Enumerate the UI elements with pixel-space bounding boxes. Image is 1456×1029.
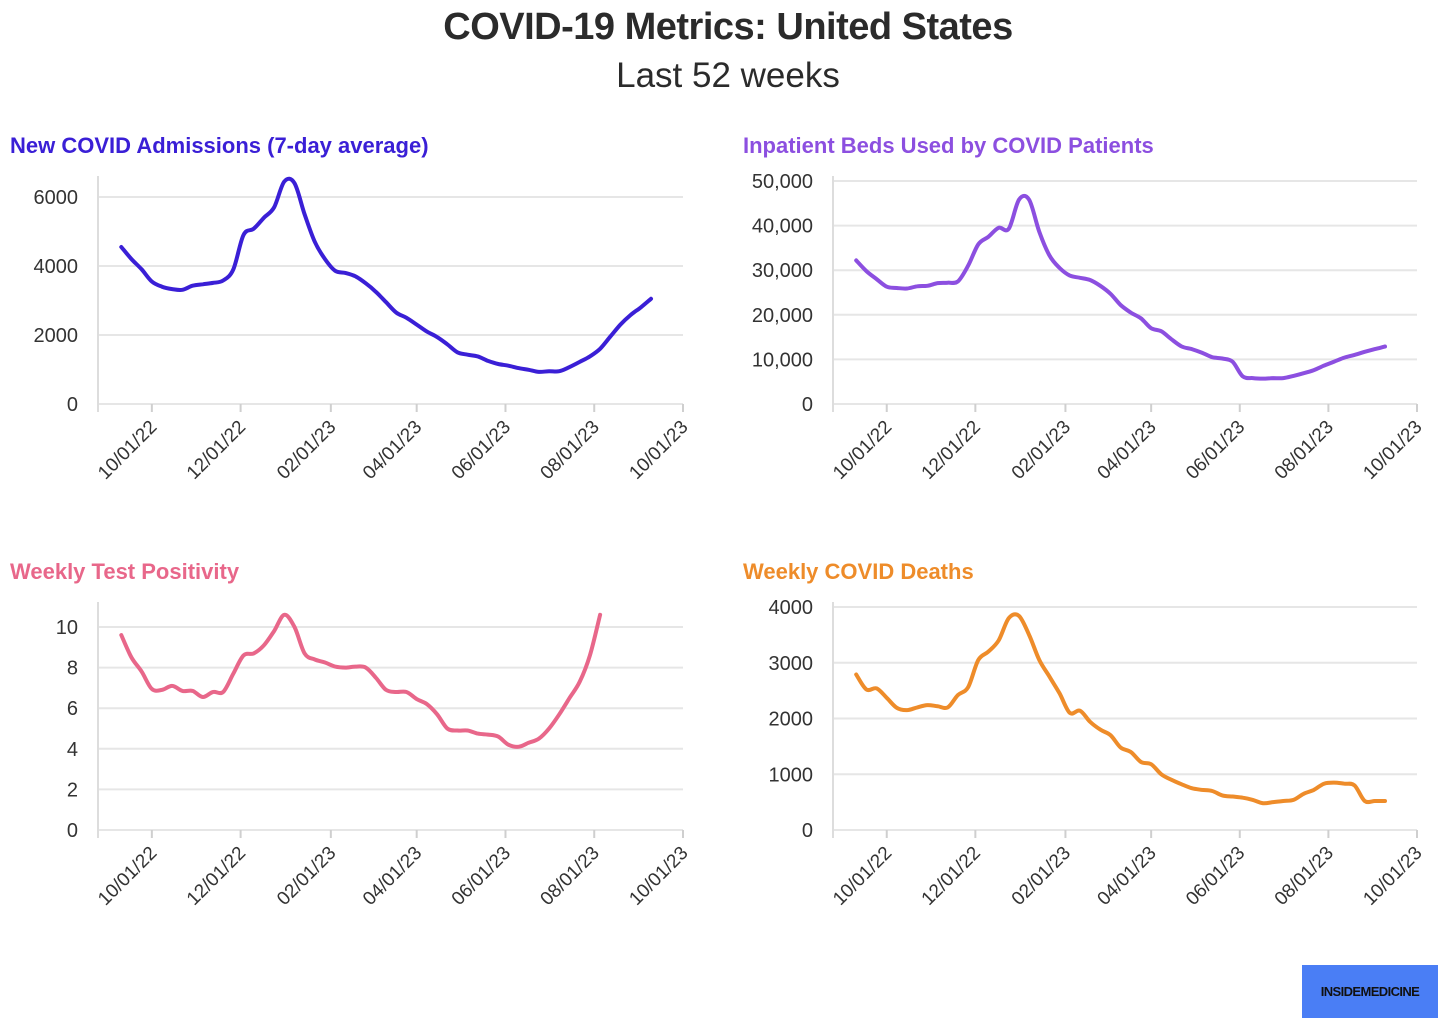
x-tick-label: 12/01/22 (918, 843, 985, 910)
x-tick-label: 04/01/23 (359, 417, 426, 484)
y-tick-label: 4 (67, 739, 78, 761)
chart-title-admissions: New COVID Admissions (7-day average) (10, 133, 429, 158)
y-tick-label: 0 (802, 820, 813, 842)
y-tick-label: 1000 (769, 764, 814, 786)
x-tick-label: 04/01/23 (359, 843, 426, 910)
y-tick-label: 6000 (34, 187, 79, 209)
series-line-beds (854, 193, 1387, 381)
x-tick-label: 06/01/23 (448, 417, 515, 484)
y-tick-label: 2000 (34, 325, 79, 347)
x-tick-label: 10/01/22 (829, 843, 896, 910)
x-tick-label: 02/01/23 (273, 843, 340, 910)
y-tick-label: 0 (802, 394, 813, 416)
y-tick-label: 4000 (769, 597, 814, 619)
y-tick-label: 2 (67, 779, 78, 801)
series-line-deaths (854, 612, 1387, 806)
page-title: COVID-19 Metrics: United States (443, 6, 1013, 48)
page-subtitle: Last 52 weeks (616, 56, 840, 95)
x-tick-label: 08/01/23 (1271, 843, 1338, 910)
x-tick-label: 10/01/23 (1359, 417, 1426, 484)
y-tick-label: 10 (56, 617, 78, 639)
y-tick-label: 40,000 (752, 216, 813, 238)
y-tick-label: 2000 (769, 709, 814, 731)
y-tick-label: 50,000 (752, 171, 813, 193)
x-tick-label: 06/01/23 (1182, 417, 1249, 484)
y-tick-label: 10,000 (752, 349, 813, 371)
series-line-admissions (119, 176, 653, 374)
chart-title-beds: Inpatient Beds Used by COVID Patients (743, 133, 1154, 158)
chart-title-deaths: Weekly COVID Deaths (743, 559, 974, 584)
y-tick-label: 0 (67, 820, 78, 842)
chart-panel-admissions: New COVID Admissions (7-day average) 0 200… (10, 133, 693, 484)
y-tick-label: 6 (67, 698, 78, 720)
x-tick-label: 06/01/23 (448, 843, 515, 910)
x-tick-label: 12/01/22 (918, 417, 985, 484)
chart-title-positivity: Weekly Test Positivity (10, 559, 240, 584)
chart-panel-positivity: Weekly Test Positivity 0 2 4 6 8 10 10/01/22 12/… (10, 559, 693, 910)
logo-text: INSIDEMEDICINE (1320, 984, 1420, 999)
x-tick-label: 02/01/23 (1008, 417, 1075, 484)
y-tick-label: 4000 (34, 256, 79, 278)
x-tick-label: 10/01/22 (94, 843, 161, 910)
x-tick-label: 06/01/23 (1182, 843, 1249, 910)
series-line-positivity (119, 612, 603, 749)
x-tick-label: 10/01/22 (94, 417, 161, 484)
x-tick-label: 08/01/23 (537, 417, 604, 484)
x-tick-label: 02/01/23 (273, 417, 340, 484)
y-tick-label: 20,000 (752, 305, 813, 327)
x-tick-label: 08/01/23 (1271, 417, 1338, 484)
x-tick-label: 10/01/22 (829, 417, 896, 484)
y-tick-label: 3000 (769, 653, 814, 675)
y-tick-label: 8 (67, 658, 78, 680)
inside-medicine-logo: INSIDEMEDICINE (1302, 965, 1438, 1018)
x-tick-label: 10/01/23 (1359, 843, 1426, 910)
x-tick-label: 02/01/23 (1008, 843, 1075, 910)
chart-panel-deaths: Weekly COVID Deaths 0 1000 2000 3000 4000 10/0… (743, 559, 1427, 910)
x-tick-label: 10/01/23 (625, 843, 692, 910)
x-tick-label: 12/01/22 (183, 417, 250, 484)
chart-panel-beds: Inpatient Beds Used by COVID Patients 0 10… (743, 133, 1427, 484)
x-tick-label: 12/01/22 (183, 843, 250, 910)
x-tick-label: 04/01/23 (1094, 417, 1161, 484)
y-tick-label: 0 (67, 394, 78, 416)
x-tick-label: 04/01/23 (1094, 843, 1161, 910)
x-tick-label: 10/01/23 (625, 417, 692, 484)
x-tick-label: 08/01/23 (537, 843, 604, 910)
y-tick-label: 30,000 (752, 260, 813, 282)
